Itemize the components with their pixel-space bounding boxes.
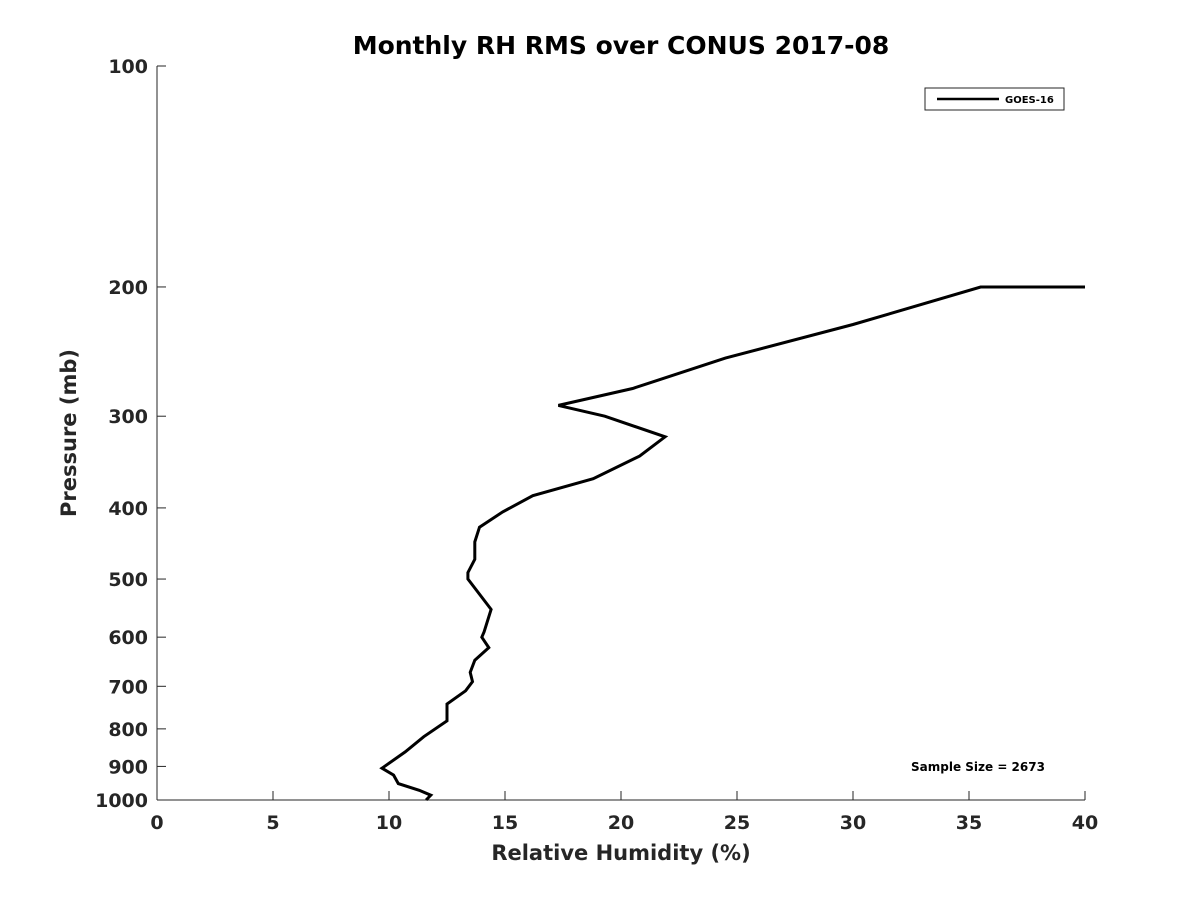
x-tick-label: 25 <box>724 812 750 834</box>
y-tick-label: 200 <box>108 277 148 299</box>
x-tick-label: 15 <box>492 812 518 834</box>
y-axis-ticks: 100 200 300 400 500 600 700 800 900 1000 <box>95 56 166 812</box>
sample-size-annotation: Sample Size = 2673 <box>911 760 1045 774</box>
legend: GOES-16 <box>924 87 1065 111</box>
x-tick-label: 40 <box>1072 812 1098 834</box>
y-axis-label: Pressure (mb) <box>57 349 81 517</box>
x-tick-label: 20 <box>608 812 634 834</box>
x-tick-label: 10 <box>376 812 402 834</box>
series-line-goes-16 <box>379 285 1085 802</box>
y-tick-label: 400 <box>108 498 148 520</box>
y-tick-label: 800 <box>108 719 148 741</box>
y-tick-label: 100 <box>108 56 148 78</box>
y-tick-label: 1000 <box>95 790 148 812</box>
x-axis-ticks: 0 5 10 15 20 25 30 35 40 <box>150 791 1098 834</box>
chart-title: Monthly RH RMS over CONUS 2017-08 <box>353 31 890 60</box>
x-tick-label: 0 <box>150 812 163 834</box>
y-tick-label: 600 <box>108 627 148 649</box>
y-tick-label: 700 <box>108 676 148 698</box>
x-tick-label: 30 <box>840 812 866 834</box>
x-tick-label: 5 <box>266 812 279 834</box>
series-layer <box>379 285 1085 802</box>
x-axis-label: Relative Humidity (%) <box>491 841 750 865</box>
legend-label-goes-16: GOES-16 <box>1005 95 1054 106</box>
x-tick-label: 35 <box>956 812 982 834</box>
y-tick-label: 300 <box>108 406 148 428</box>
y-tick-label: 900 <box>108 756 148 778</box>
y-tick-label: 500 <box>108 569 148 591</box>
